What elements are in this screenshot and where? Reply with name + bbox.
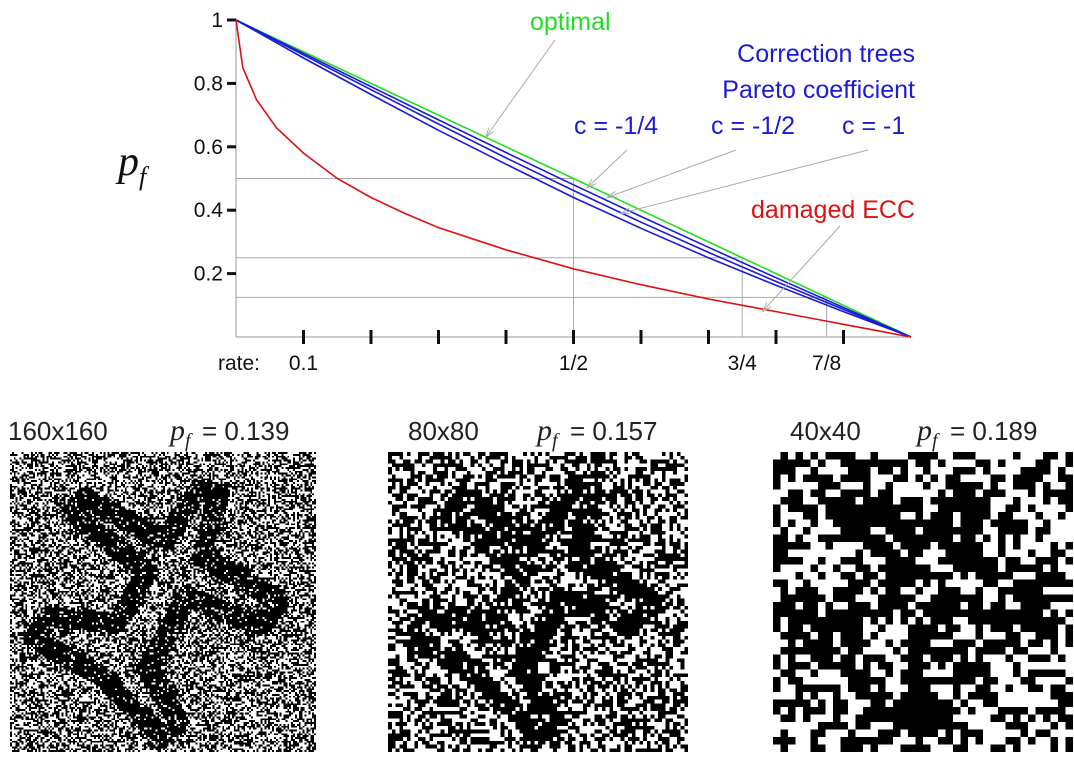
panel-pf-value: = 0.189 [950,416,1037,446]
x-axis-prefix: rate: [218,352,260,375]
pf-vs-rate-plot: 1 0.8 0.6 0.4 0.2 0.1 1/2 3/4 7/8 pf rate: optim… [115,8,915,375]
leader-arrowhead [585,179,597,190]
pf-main: p [168,414,185,447]
axes [227,18,911,344]
annotation-damaged-ecc: damaged ECC [751,196,915,224]
series-line-1 [235,19,912,338]
y-tick-label: 0.2 [194,263,223,286]
annotation-leaders [484,39,869,313]
x-tick-label: 0.1 [289,352,318,375]
series-line-0 [235,19,912,338]
panel-size-label: 80x80 [408,416,479,446]
pf-sub: f [932,430,940,452]
panel-pf-label: pf [915,414,940,452]
y-axis-label-sub: f [139,162,150,191]
reference-lines [236,178,828,337]
panel-pf-label: pf [535,414,560,452]
leader-line [620,149,869,214]
noisy-airplane-image-40 [773,452,1073,752]
y-tick-label: 1 [211,9,223,32]
x-tick-label: 3/4 [728,352,758,375]
pf-main: p [915,414,932,447]
leader-arrowhead [605,191,618,199]
panel-pf-value: = 0.139 [202,416,289,446]
x-tick-label: 1/2 [559,352,588,375]
tick-labels: 1 0.8 0.6 0.4 0.2 0.1 1/2 3/4 7/8 [194,9,841,375]
series-line-2 [235,19,912,338]
leader-line [586,149,628,189]
panel-size-label: 160x160 [8,416,108,446]
annotation-c-quarter: c = -1/4 [574,112,658,140]
annotation-c-half: c = -1/2 [711,112,795,140]
panel-caption-160: 160x160 pf = 0.139 [8,414,289,452]
leader-line [607,149,737,198]
panel-pf-label: pf [168,414,193,452]
noisy-airplane-image-160 [10,452,316,752]
noisy-airplane-image-80 [388,452,688,752]
x-tick-label: 7/8 [812,352,841,375]
leader-arrowhead [619,207,631,215]
pf-main: p [535,414,552,447]
series-line-4 [235,19,912,338]
pf-sub: f [552,430,560,452]
panel-pf-value: = 0.157 [570,416,657,446]
panel-size-label: 40x40 [790,416,861,446]
leader-line [485,39,556,138]
annotation-optimal: optimal [530,8,611,36]
y-axis-label-main: p [115,139,139,185]
y-tick-label: 0.8 [194,72,223,95]
series-group [235,19,912,338]
panel-caption-80: 80x80 pf = 0.157 [408,414,657,452]
pf-sub: f [185,430,193,452]
leader-arrowhead [761,302,772,313]
leader-line [762,225,841,312]
annotation-pareto-coefficient: Pareto coefficient [722,76,915,104]
y-axis-label: pf [115,139,150,191]
y-tick-label: 0.6 [194,136,223,159]
y-tick-label: 0.4 [194,199,224,222]
annotation-correction-trees: Correction trees [737,40,915,68]
leader-arrowhead [484,127,495,139]
series-line-3 [235,19,912,338]
panel-caption-40: 40x40 pf = 0.189 [790,414,1037,452]
annotation-c-one: c = -1 [842,112,905,140]
